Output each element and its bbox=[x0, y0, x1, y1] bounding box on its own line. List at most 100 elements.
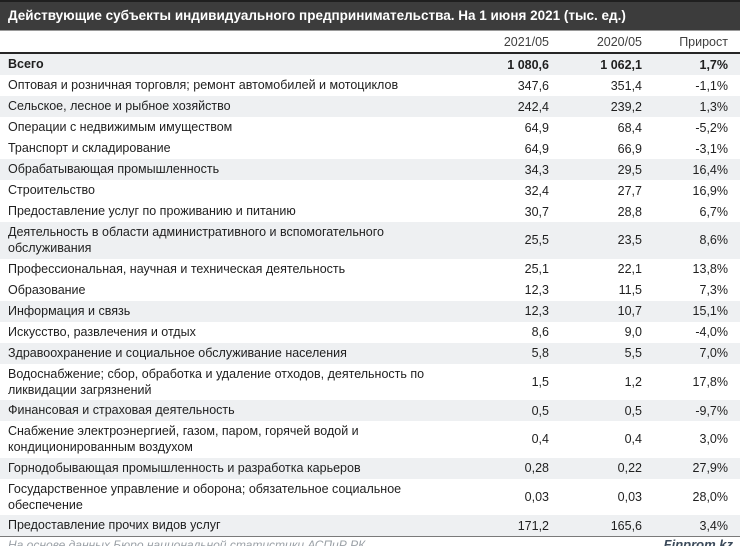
row-label: Предоставление прочих видов услуг bbox=[8, 518, 221, 533]
row-value: 347,6 bbox=[517, 78, 549, 93]
row-value: 23,5 bbox=[617, 233, 642, 248]
row-value: 1,2 bbox=[624, 374, 642, 389]
table-row: Транспорт и складирование 64,9 66,9 -3,1% bbox=[0, 138, 740, 159]
row-value: 7,3% bbox=[699, 283, 729, 297]
row-label: Предоставление услуг по проживанию и пит… bbox=[8, 204, 296, 219]
row-label: Образование bbox=[8, 282, 86, 297]
row-value: 1,3% bbox=[699, 99, 729, 114]
row-value: 66,9 bbox=[617, 141, 642, 156]
row-label: Профессиональная, научная и техническая … bbox=[8, 261, 346, 276]
source-note: На основе данных Бюро национальной стати… bbox=[8, 537, 366, 546]
row-value: 28,8 bbox=[617, 204, 642, 219]
row-value: 8,6 bbox=[531, 325, 549, 339]
row-value: 27,9% bbox=[692, 461, 728, 475]
row-value: 25,1 bbox=[524, 262, 549, 276]
brand-logo: Finprom.kz bbox=[663, 537, 733, 546]
row-value: -4,0% bbox=[695, 325, 728, 339]
row-value: 68,4 bbox=[617, 120, 642, 135]
row-value: 171,2 bbox=[517, 518, 549, 533]
header-category-spacer bbox=[0, 40, 440, 44]
row-value: 0,4 bbox=[531, 432, 549, 447]
row-value: 64,9 bbox=[524, 120, 549, 135]
header-col-2020-05: 2020/05 bbox=[596, 34, 642, 49]
row-label: Деятельность в области административного… bbox=[8, 225, 384, 256]
table-header-row: 2021/05 2020/05 Прирост bbox=[0, 31, 740, 54]
row-label: Финансовая и страховая деятельность bbox=[8, 403, 235, 418]
row-label: Горнодобывающая промышленность и разрабо… bbox=[8, 460, 361, 475]
row-value: -1,1% bbox=[695, 78, 728, 93]
row-value: 27,7 bbox=[617, 183, 642, 198]
row-label: Сельское, лесное и рыбное хозяйство bbox=[8, 99, 231, 114]
table-row: Государственное управление и оборона; об… bbox=[0, 479, 740, 516]
row-value: 242,4 bbox=[517, 99, 549, 114]
row-value: 32,4 bbox=[524, 183, 549, 198]
row-value: 9,0 bbox=[624, 325, 642, 339]
row-label: Здравоохранение и социальное обслуживани… bbox=[8, 345, 347, 360]
row-value: 165,6 bbox=[610, 518, 642, 533]
page-title: Действующие субъекты индивидуального пре… bbox=[0, 0, 740, 31]
row-label: Оптовая и розничная торговля; ремонт авт… bbox=[8, 78, 399, 93]
row-value: 22,1 bbox=[617, 262, 642, 276]
row-label: Всего bbox=[8, 57, 44, 72]
row-value: 1,5 bbox=[531, 374, 549, 389]
table-row: Информация и связь 12,3 10,7 15,1% bbox=[0, 300, 740, 322]
row-value: 17,8% bbox=[692, 374, 728, 389]
table-row: Водоснабжение; сбор, обработка и удалени… bbox=[0, 364, 740, 401]
row-label: Искусство, развлечения и отдых bbox=[8, 324, 196, 339]
row-value: 15,1% bbox=[692, 304, 728, 318]
row-value: 12,3 bbox=[524, 304, 549, 318]
header-col-growth: Прирост bbox=[679, 34, 728, 49]
table-row: Обрабатывающая промышленность 34,3 29,5 16,… bbox=[0, 159, 740, 180]
row-value: 351,4 bbox=[610, 78, 642, 93]
table-row: Финансовая и страховая деятельность 0,5 0,… bbox=[0, 400, 740, 421]
row-value: 30,7 bbox=[524, 204, 549, 219]
table-row: Предоставление прочих видов услуг 171,2 16… bbox=[0, 515, 740, 536]
table-row: Операции с недвижимым имуществом 64,9 68,4… bbox=[0, 117, 740, 138]
header-col-2021-05: 2021/05 bbox=[503, 34, 549, 49]
row-value: 0,4 bbox=[624, 432, 642, 447]
table-row: Оптовая и розничная торговля; ремонт авт… bbox=[0, 75, 740, 96]
row-value: 0,28 bbox=[524, 461, 549, 475]
row-value: 64,9 bbox=[524, 141, 549, 156]
row-value: 0,22 bbox=[617, 461, 642, 475]
row-value: 8,6% bbox=[699, 233, 729, 248]
row-value: 6,7% bbox=[699, 204, 729, 219]
row-value: 1 062,1 bbox=[600, 57, 642, 72]
table-row: Предоставление услуг по проживанию и пит… bbox=[0, 201, 740, 222]
table-row: Деятельность в области административного… bbox=[0, 222, 740, 259]
row-value: -3,1% bbox=[695, 141, 728, 156]
row-label: Обрабатывающая промышленность bbox=[8, 162, 220, 177]
row-value: 12,3 bbox=[524, 283, 549, 297]
footer: На основе данных Бюро национальной стати… bbox=[0, 536, 740, 546]
row-value: 0,03 bbox=[617, 489, 642, 504]
row-value: 3,0% bbox=[699, 432, 729, 447]
row-label: Строительство bbox=[8, 183, 95, 198]
table-body: Всего 1 080,6 1 062,1 1,7% Оптовая и розничн… bbox=[0, 54, 740, 536]
table-row: Горнодобывающая промышленность и разрабо… bbox=[0, 457, 740, 479]
row-value: 5,5 bbox=[624, 346, 642, 360]
row-value: 29,5 bbox=[617, 162, 642, 177]
row-value: 5,8 bbox=[531, 346, 549, 360]
row-value: 25,5 bbox=[524, 233, 549, 248]
row-label: Информация и связь bbox=[8, 303, 131, 318]
table-row: Строительство 32,4 27,7 16,9% bbox=[0, 180, 740, 201]
row-label: Водоснабжение; сбор, обработка и удалени… bbox=[8, 366, 425, 397]
row-value: 0,5 bbox=[624, 403, 642, 418]
row-value: 34,3 bbox=[524, 162, 549, 177]
row-value: 7,0% bbox=[699, 346, 729, 360]
row-value: -9,7% bbox=[695, 403, 728, 418]
table-row: Искусство, развлечения и отдых 8,6 9,0 -4,0… bbox=[0, 322, 740, 343]
row-value: 16,9% bbox=[692, 183, 728, 198]
row-value: 0,03 bbox=[524, 489, 549, 504]
row-label: Операции с недвижимым имуществом bbox=[8, 120, 233, 135]
row-value: 239,2 bbox=[610, 99, 642, 114]
table-row: Здравоохранение и социальное обслуживани… bbox=[0, 342, 740, 364]
row-value: 16,4% bbox=[692, 162, 728, 177]
row-label: Снабжение электроэнергией, газом, паром,… bbox=[8, 424, 359, 455]
row-label: Государственное управление и оборона; об… bbox=[8, 481, 402, 512]
row-value: 0,5 bbox=[531, 403, 549, 418]
table-row: Сельское, лесное и рыбное хозяйство 242,4… bbox=[0, 96, 740, 117]
row-value: 28,0% bbox=[692, 489, 728, 504]
row-value: 1 080,6 bbox=[507, 57, 549, 72]
